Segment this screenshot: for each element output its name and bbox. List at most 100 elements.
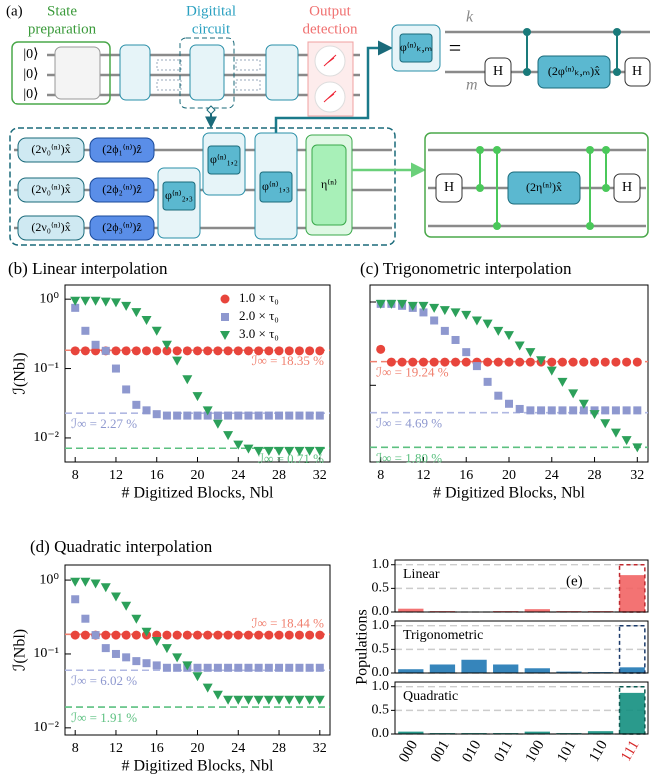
point [275,412,283,420]
point [430,316,438,324]
point [611,358,620,367]
point [223,696,233,705]
control-dot [613,68,621,76]
point [547,367,557,376]
point [204,664,212,672]
point [111,631,120,640]
point [142,346,151,355]
y-tick-label: 0.5 [372,581,390,596]
ellipsis [157,60,181,70]
point [162,644,172,653]
point [526,406,534,414]
section-label: Output [309,3,352,19]
point [440,358,449,367]
asymptote-label: ℐ∞ = 6.02 % [71,673,137,688]
block [266,45,298,100]
point [111,346,120,355]
x-axis-label: # Digitized Blocks, Nbl [122,758,275,775]
ket: |0⟩ [23,67,38,82]
panel-label: (a) [6,3,23,19]
point [316,664,324,672]
x-tick-label: 000 [396,738,421,765]
point [315,631,324,640]
point [275,664,283,672]
point [494,358,503,367]
point [526,358,535,367]
point [203,631,212,640]
y-tick-label: 0.5 [372,642,390,657]
point [429,304,439,313]
point [234,631,243,640]
point [143,659,151,667]
x-tick-label: 16 [150,468,164,483]
point [102,347,110,355]
point [194,412,202,420]
asymptote-label: ℐ∞ = 4.69 % [376,416,442,431]
ellipsis [236,60,260,70]
point [515,358,524,367]
point [255,664,263,672]
point [306,664,314,672]
point [285,412,293,420]
point [622,436,632,445]
point [183,412,191,420]
control-dot [493,222,501,230]
point [111,592,121,601]
point [214,664,222,672]
y-axis-label: Populations [354,609,371,685]
point [193,631,202,640]
x-tick-label: 111 [618,738,643,765]
y-tick-label: 10⁻² [33,430,59,445]
wire-label: k [466,9,474,26]
point [163,664,171,672]
point [451,358,460,367]
point [398,358,407,367]
control-dot [613,28,621,36]
point [132,657,140,665]
equals: = [449,35,461,60]
point [121,602,131,611]
point [172,357,182,366]
gate-label: (2ν₀⁽ⁿ⁾)x̂ [31,142,70,156]
gate-label: φ⁽ⁿ⁾₁,₂ [210,152,238,166]
point [152,327,162,336]
x-tick-label: 32 [630,468,644,483]
point [173,346,182,355]
point [112,650,120,658]
section-label: detection [303,21,358,37]
x-tick-label: 12 [109,741,123,756]
point [590,358,599,367]
point [462,348,470,356]
legend-label: 1.0 × τ₀ [239,290,279,305]
point [131,615,141,624]
gate-label: H [493,64,503,79]
point [387,358,396,367]
point [265,664,273,672]
point [153,661,161,669]
point [70,578,80,587]
point [295,664,303,672]
point [255,412,263,420]
point [244,664,252,672]
inset-title: Linear [403,567,440,582]
control-dot [476,184,484,192]
point [285,664,293,672]
control-dot [586,146,594,154]
ket: |0⟩ [23,47,38,62]
x-tick-label: 16 [150,741,164,756]
point [173,664,181,672]
x-tick-label: 32 [313,741,327,756]
y-tick-label: 10⁻² [33,720,59,735]
point [254,346,263,355]
point [131,308,141,317]
y-tick-label: 10⁰ [39,572,59,587]
y-tick-label: 1.0 [372,679,390,694]
point [441,327,449,335]
point [612,406,620,414]
asymptote-label: ℐ∞ = 1.91 % [71,710,137,725]
point [452,336,460,344]
point [264,346,273,355]
x-tick-label: 24 [231,468,245,483]
point [244,631,253,640]
point [558,358,567,367]
